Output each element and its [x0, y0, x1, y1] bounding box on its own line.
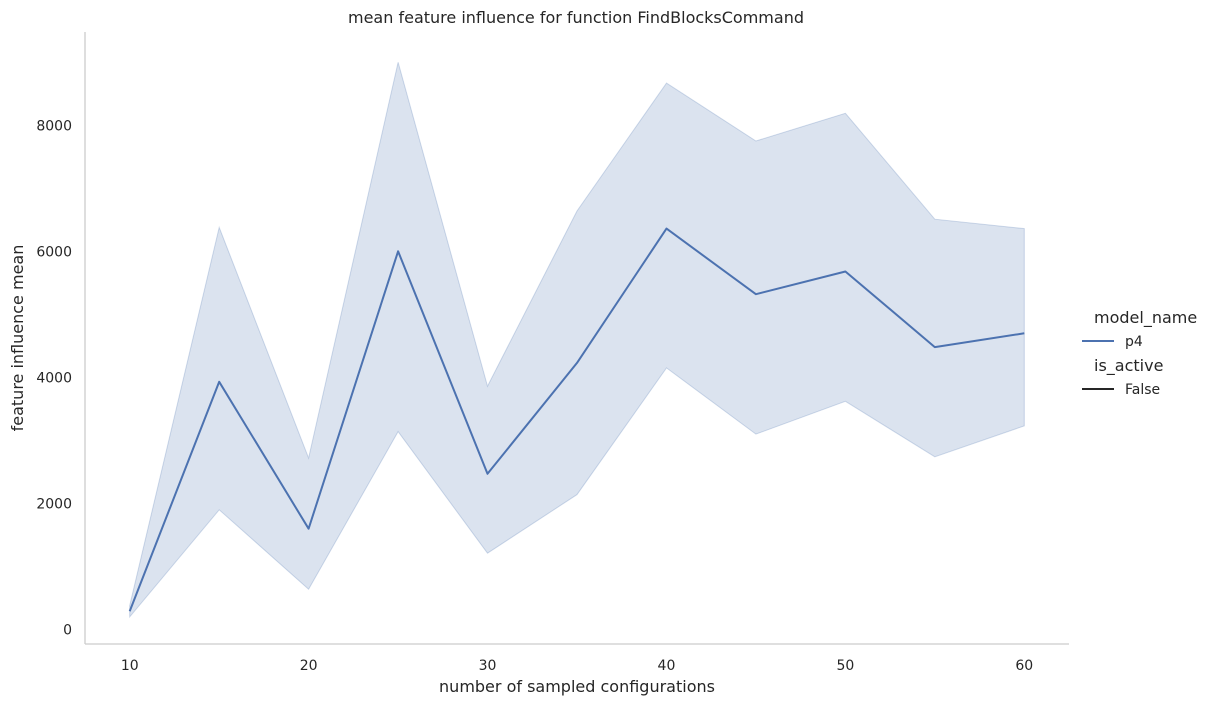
legend-title-model-name: model_name	[1094, 308, 1197, 328]
series-line-layer	[128, 227, 1025, 612]
x-tick-label: 30	[479, 658, 497, 674]
y-tick-label: 6000	[36, 244, 72, 260]
x-tick-label: 20	[300, 658, 318, 674]
x-tick-label: 40	[658, 658, 676, 674]
y-tick-labels: 0 2000 4000 6000 8000	[36, 118, 72, 638]
legend: model_name p4 is_active False	[1082, 308, 1197, 398]
legend-label-p4: p4	[1125, 334, 1143, 350]
y-tick-label: 4000	[36, 370, 72, 386]
chart-title: mean feature influence for function Find…	[348, 8, 804, 27]
x-tick-label: 10	[121, 658, 139, 674]
confidence-band-layer	[129, 62, 1025, 619]
x-tick-label: 60	[1015, 658, 1033, 674]
y-tick-label: 0	[63, 623, 72, 639]
legend-label-false: False	[1125, 382, 1160, 398]
x-tick-labels: 10 20 30 40 50 60	[121, 658, 1033, 674]
y-tick-label: 8000	[36, 118, 72, 134]
legend-title-is-active: is_active	[1094, 356, 1163, 376]
confidence-band-p4	[129, 62, 1025, 619]
x-axis-label: number of sampled configurations	[439, 677, 715, 696]
y-axis-label: feature influence mean	[8, 245, 27, 432]
y-tick-label: 2000	[36, 496, 72, 512]
x-tick-label: 50	[836, 658, 854, 674]
